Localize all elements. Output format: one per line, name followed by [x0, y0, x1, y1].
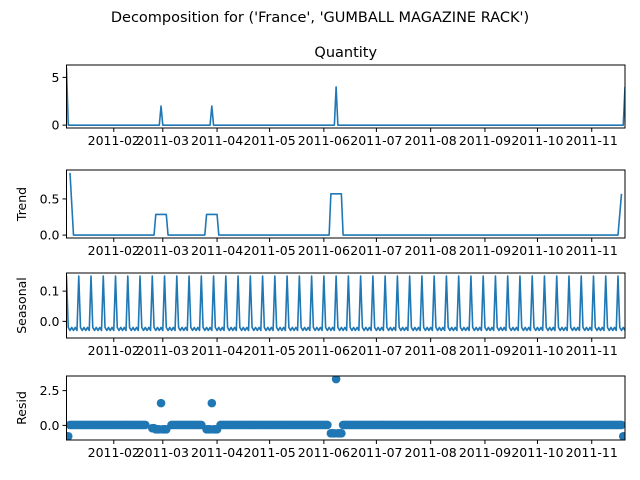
resid-xtick-label: 2011-09: [459, 445, 511, 460]
quantity-xtick-label: 2011-06: [298, 133, 350, 148]
quantity-axes-frame: [66, 64, 626, 129]
trend-xtick-label: 2011-11: [566, 243, 618, 258]
trend-axes-frame: [66, 169, 626, 239]
seasonal-xtick-label: 2011-11: [566, 343, 618, 358]
resid-xtick-label: 2011-04: [191, 445, 243, 460]
seasonal-xtick-label: 2011-05: [243, 343, 295, 358]
quantity-panel-title: Quantity: [314, 45, 377, 61]
resid-xtick-label: 2011-07: [350, 445, 402, 460]
quantity-ytick-label: 0: [52, 118, 60, 133]
resid-data: [66, 376, 625, 440]
resid-ylabel: Resid: [14, 391, 29, 425]
resid-xtick-label: 2011-05: [243, 445, 295, 460]
resid-xtick-label: 2011-06: [298, 445, 350, 460]
seasonal-xtick-label: 2011-08: [405, 343, 457, 358]
seasonal-xtick-label: 2011-07: [350, 343, 402, 358]
quantity-xtick-label: 2011-10: [511, 133, 563, 148]
quantity-xtick-label: 2011-11: [566, 133, 618, 148]
quantity-xtick-label: 2011-09: [459, 133, 511, 148]
resid-xtick-label: 2011-08: [405, 445, 457, 460]
resid-point: [331, 376, 341, 384]
quantity-data: [66, 67, 625, 126]
trend-xtick-label: 2011-09: [459, 243, 511, 258]
quantity-xtick-label: 2011-08: [405, 133, 457, 148]
trend-series-line: [69, 172, 623, 236]
seasonal-xtick-label: 2011-06: [298, 343, 350, 358]
resid-point: [617, 420, 625, 430]
quantity-xtick-label: 2011-02: [88, 133, 140, 148]
seasonal-ytick-label: 0.0: [40, 314, 60, 329]
trend-data: [69, 172, 623, 236]
trend-xtick-label: 2011-02: [88, 243, 140, 258]
trend-xtick-label: 2011-05: [243, 243, 295, 258]
resid-xtick-label: 2011-11: [566, 445, 618, 460]
trend-ytick-label: 0.0: [40, 228, 60, 243]
resid-xtick-label: 2011-03: [137, 445, 189, 460]
seasonal-ytick-label: 0.1: [40, 284, 60, 299]
resid-point: [156, 398, 166, 408]
seasonal-axes-frame: [66, 272, 626, 339]
seasonal-xtick-label: 2011-03: [137, 343, 189, 358]
trend-xtick-label: 2011-10: [511, 243, 563, 258]
trend-xtick-label: 2011-07: [350, 243, 402, 258]
seasonal-series-line: [66, 275, 625, 332]
seasonal-ylabel: Seasonal: [14, 277, 29, 334]
trend-xtick-label: 2011-03: [137, 243, 189, 258]
seasonal-data: [66, 275, 625, 332]
resid-point: [66, 431, 73, 440]
trend-ylabel: Trend: [14, 187, 29, 222]
figure-suptitle: Decomposition for ('France', 'GUMBALL MA…: [111, 10, 529, 26]
trend-xtick-label: 2011-06: [298, 243, 350, 258]
quantity-xtick-label: 2011-04: [191, 133, 243, 148]
trend-ytick-label: 0.5: [40, 191, 60, 206]
quantity-xtick-label: 2011-05: [243, 133, 295, 148]
resid-point: [207, 398, 217, 408]
quantity-series-line: [66, 67, 625, 126]
quantity-ytick-label: 5: [52, 70, 60, 85]
resid-xtick-label: 2011-02: [88, 445, 140, 460]
resid-point: [140, 420, 150, 430]
seasonal-xtick-label: 2011-10: [511, 343, 563, 358]
resid-ytick-label: 0.0: [40, 418, 60, 433]
quantity-xtick-label: 2011-03: [137, 133, 189, 148]
trend-xtick-label: 2011-04: [191, 243, 243, 258]
seasonal-xtick-label: 2011-09: [459, 343, 511, 358]
seasonal-xtick-label: 2011-04: [191, 343, 243, 358]
seasonal-xtick-label: 2011-02: [88, 343, 140, 358]
quantity-xtick-label: 2011-07: [350, 133, 402, 148]
resid-point: [620, 431, 625, 440]
resid-axes-frame: [66, 375, 626, 441]
resid-ytick-label: 2.5: [40, 383, 60, 398]
resid-xtick-label: 2011-10: [511, 445, 563, 460]
trend-xtick-label: 2011-08: [405, 243, 457, 258]
resid-point: [323, 420, 332, 430]
resid-point: [337, 429, 346, 438]
